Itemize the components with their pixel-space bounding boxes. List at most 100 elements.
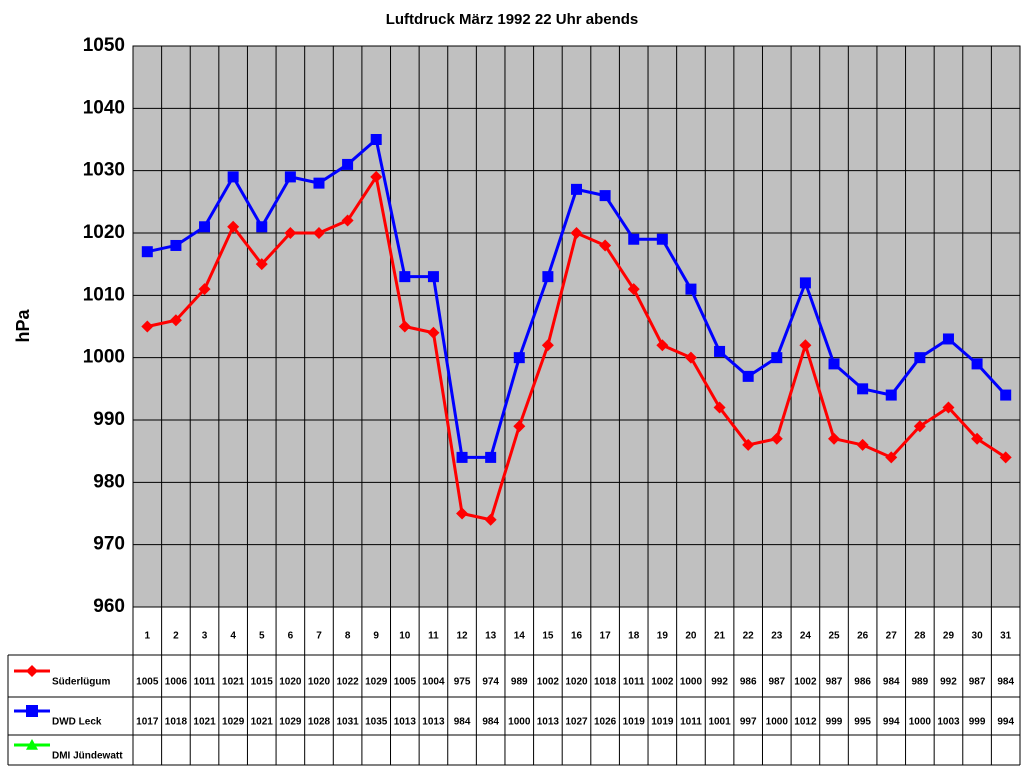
marker [857,383,869,395]
marker [627,283,640,296]
plot-area [132,45,1021,608]
marker [685,283,697,295]
marker [485,451,497,463]
table-value: 1018 [594,677,617,688]
table-value: 1000 [909,717,932,728]
table-value: 989 [511,677,528,688]
table-value: 1029 [365,677,388,688]
table-value: 987 [969,677,986,688]
marker [255,258,268,271]
table-value: 994 [997,717,1014,728]
marker [370,170,383,183]
table-value: 1011 [623,677,645,688]
table-value: 1020 [308,677,331,688]
table-value: 989 [912,677,929,688]
legend-label: DMI Jündewatt [52,751,123,762]
y-tick-label: 1000 [83,347,125,368]
marker [713,401,726,414]
marker [799,277,811,289]
category-label: 27 [886,631,898,642]
table-value: 1002 [651,677,674,688]
category-label: 29 [943,631,955,642]
marker [141,320,154,333]
marker [399,271,411,283]
table-value: 992 [940,677,957,688]
marker [427,271,439,283]
marker [398,320,411,333]
category-label: 12 [456,631,468,642]
table-value: 1015 [251,677,274,688]
marker [571,183,582,195]
marker [742,370,754,382]
table-value: 1011 [194,677,216,688]
marker [828,358,840,370]
marker [513,420,526,433]
category-label: 21 [714,631,726,642]
category-label: 3 [202,631,208,642]
table-value: 992 [711,677,728,688]
category-label: 9 [373,631,379,642]
y-tick-label: 970 [93,534,125,555]
table-value: 995 [854,717,871,728]
table-value: 1019 [623,717,646,728]
category-label: 5 [259,631,265,642]
marker [971,432,984,445]
marker [742,438,755,451]
table-value: 1021 [251,717,274,728]
category-label: 17 [600,631,612,642]
table-value: 1020 [279,677,302,688]
marker [456,507,469,520]
marker [26,665,38,677]
table-value: 1002 [537,677,560,688]
category-label: 22 [743,631,755,642]
table-value: 986 [740,677,757,688]
category-label: 28 [914,631,926,642]
marker [342,158,354,170]
table-value: 1029 [279,717,302,728]
y-tick-label: 1030 [83,160,125,181]
table-value: 999 [826,717,843,728]
table-value: 1026 [594,717,617,728]
marker [1000,389,1012,401]
category-label: 4 [230,631,236,642]
table-value: 975 [454,677,471,688]
category-label: 13 [485,631,497,642]
table-value: 994 [883,717,900,728]
category-label: 23 [771,631,783,642]
marker [656,339,669,352]
category-label: 31 [1000,631,1012,642]
table-value: 1018 [165,717,188,728]
table-value: 999 [969,717,986,728]
marker [999,451,1012,464]
marker [256,221,268,233]
table-value: 1019 [651,717,674,728]
table-value: 1013 [422,717,445,728]
marker [885,451,898,464]
category-label: 6 [288,631,294,642]
table-value: 1013 [537,717,560,728]
marker [313,177,325,189]
marker [856,438,869,451]
marker [456,451,468,463]
table-value: 1022 [336,677,359,688]
category-label: 25 [828,631,840,642]
y-axis-label: hPa [13,309,33,343]
y-tick-label: 960 [93,596,125,617]
table-value: 1021 [222,677,245,688]
table-value: 1029 [222,717,245,728]
table-value: 1011 [680,717,702,728]
table-value: 984 [454,717,471,728]
marker [942,333,954,345]
table-value: 1003 [937,717,960,728]
marker [26,739,38,750]
category-label: 11 [428,631,439,642]
marker [227,220,240,233]
table-value: 1012 [794,717,817,728]
marker [684,351,697,364]
y-tick-label: 1020 [83,222,125,243]
marker [971,358,983,370]
table-value: 1005 [394,677,417,688]
table-value: 1027 [565,717,588,728]
marker [656,233,668,245]
